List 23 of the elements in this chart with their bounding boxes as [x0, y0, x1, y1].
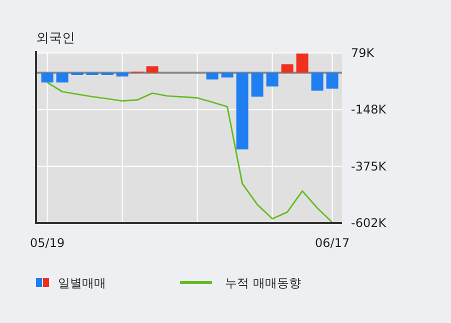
- bar: [146, 66, 158, 73]
- y-tick-label: -148K: [351, 102, 388, 117]
- legend-label: 일별매매: [58, 276, 106, 290]
- bar: [221, 72, 234, 78]
- bar: [311, 72, 324, 91]
- legend-label: 누적 매매동향: [225, 276, 301, 290]
- bar: [206, 72, 218, 80]
- bar: [116, 72, 128, 76]
- x-tick-label: 05/19: [30, 236, 65, 250]
- x-tick-label: 06/17: [315, 236, 350, 250]
- bar: [56, 72, 68, 82]
- y-tick-label: -602K: [351, 216, 388, 230]
- bar: [251, 72, 264, 97]
- bar: [281, 64, 294, 73]
- chart-title: 외국인: [36, 31, 75, 46]
- line-series: [46, 82, 334, 224]
- bar: [236, 72, 248, 150]
- bar: [296, 54, 308, 73]
- y-tick-label: -375K: [351, 159, 388, 174]
- bar: [326, 72, 338, 89]
- bar: [266, 72, 278, 86]
- bar: [41, 72, 54, 82]
- y-tick-label: 79K: [351, 46, 376, 60]
